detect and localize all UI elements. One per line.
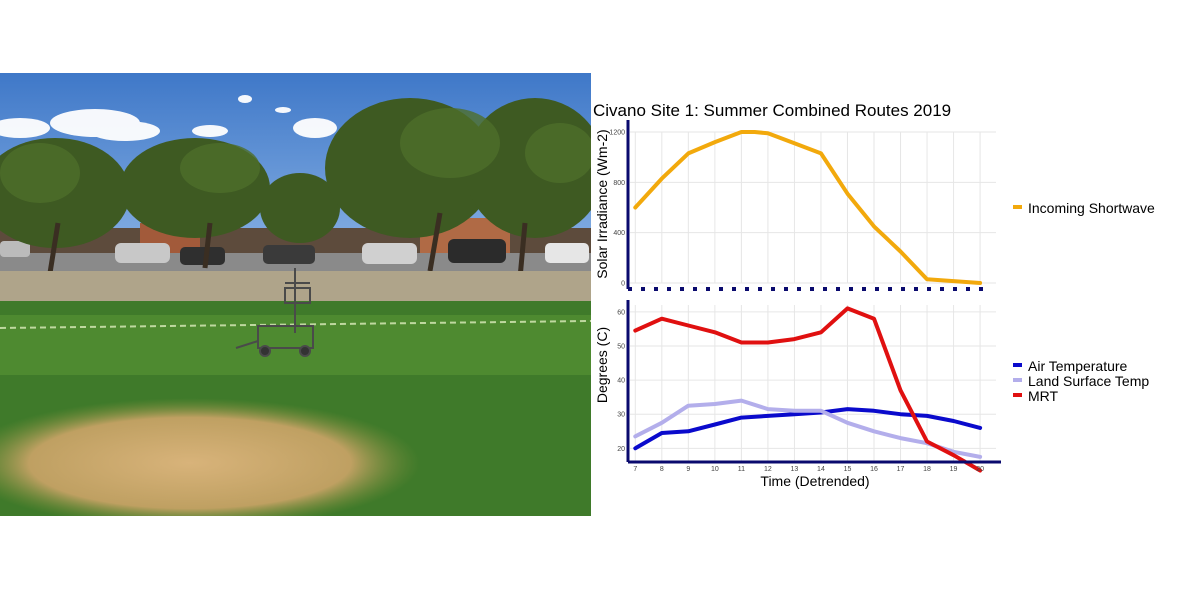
x-tick-label: 17 <box>897 466 905 473</box>
series-bottom <box>633 306 983 473</box>
x-tick-label: 16 <box>870 466 878 473</box>
legend-swatch-land-surface-temp <box>1013 378 1022 382</box>
y-tick-label: 800 <box>613 180 625 187</box>
y-axis-title-bottom: Degrees (C) <box>594 327 610 403</box>
x-tick-label: 11 <box>738 466 745 473</box>
grid-top <box>630 131 996 284</box>
series-line-incoming-shortwave <box>633 130 983 285</box>
y-tick-label: 40 <box>617 378 625 385</box>
series-line-mrt <box>633 306 983 473</box>
legend-label-mrt: MRT <box>1028 388 1059 404</box>
y-tick-label: 30 <box>617 412 625 419</box>
series-line-air-temperature <box>633 407 983 451</box>
x-tick-label: 8 <box>660 466 664 473</box>
chart: Civano Site 1: Summer Combined Routes 20… <box>593 101 1155 489</box>
y-axis-title-top: Solar Irradiance (Wm-2) <box>594 129 610 278</box>
legend-label-land-surface-temp: Land Surface Temp <box>1028 373 1149 389</box>
grid-bottom <box>630 305 996 462</box>
legend-swatch-incoming-shortwave <box>1013 205 1022 209</box>
chart-title: Civano Site 1: Summer Combined Routes 20… <box>593 101 951 120</box>
x-axis-title: Time (Detrended) <box>760 473 869 489</box>
x-tick-label: 20 <box>976 466 984 473</box>
x-tick-label: 12 <box>764 466 772 473</box>
series-line-land-surface-temp <box>633 398 983 459</box>
x-tick-label: 18 <box>923 466 931 473</box>
y-tick-label: 400 <box>613 230 625 237</box>
y-tick-label: 1200 <box>609 130 625 137</box>
tick-labels: 0 400 800 1200 20 30 40 50 60 7 8 9 10 11 12 13 14 15 16 17… <box>609 130 984 474</box>
series-top <box>633 130 983 285</box>
x-tick-label: 19 <box>950 466 958 473</box>
legend-swatch-mrt <box>1013 393 1022 397</box>
x-tick-label: 14 <box>817 466 825 473</box>
x-tick-label: 9 <box>686 466 690 473</box>
x-tick-label: 13 <box>791 466 799 473</box>
x-tick-label: 7 <box>633 466 637 473</box>
y-tick-label: 0 <box>621 281 625 288</box>
x-tick-label: 15 <box>844 466 852 473</box>
legend-label-air-temperature: Air Temperature <box>1028 358 1128 374</box>
legend-swatch-air-temperature <box>1013 363 1022 367</box>
x-tick-label: 10 <box>711 466 719 473</box>
y-tick-label: 60 <box>617 309 625 316</box>
y-tick-label: 20 <box>617 446 625 453</box>
legend-label-incoming-shortwave: Incoming Shortwave <box>1028 200 1155 216</box>
instrument-cart-icon <box>235 268 314 357</box>
field-photo <box>0 73 591 516</box>
y-tick-label: 50 <box>617 343 625 350</box>
